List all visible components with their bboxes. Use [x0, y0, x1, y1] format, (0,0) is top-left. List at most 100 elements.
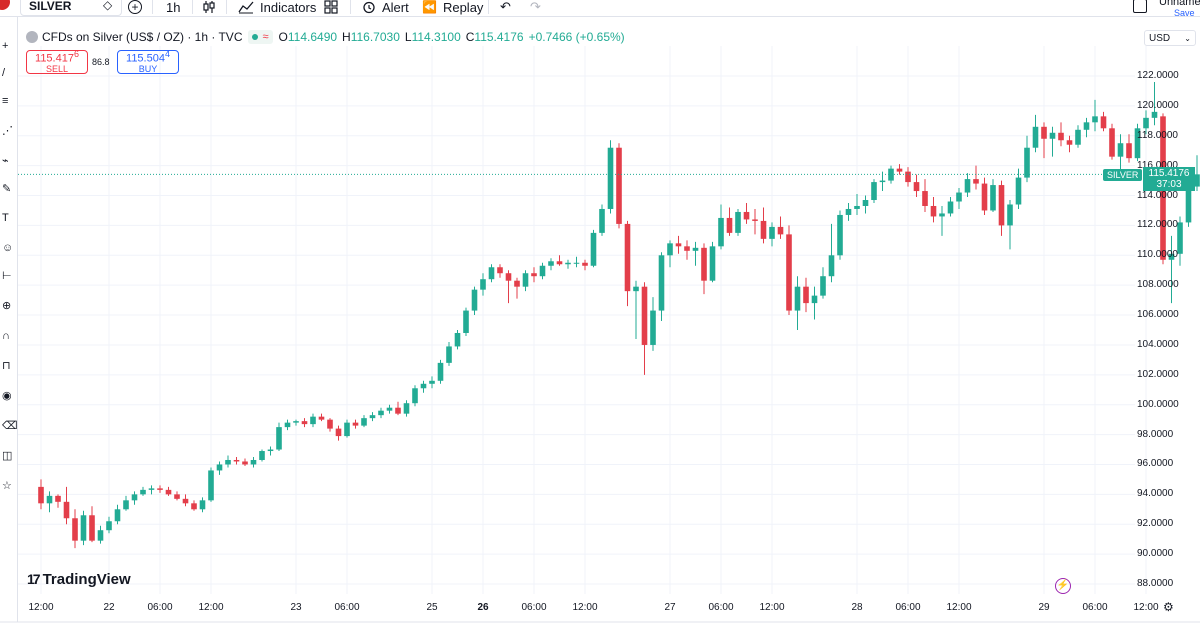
candle-up	[225, 459, 231, 465]
pattern-icon[interactable]: ⋰	[2, 125, 13, 137]
candle-up	[599, 208, 605, 233]
replay-label: Replay	[442, 0, 484, 15]
candle-down	[616, 147, 622, 224]
candle-up	[1032, 126, 1039, 148]
divider	[226, 0, 227, 14]
layout-name[interactable]: Unnamed	[1159, 0, 1200, 8]
candle-down	[301, 421, 308, 425]
indicators-label: Indicators	[260, 0, 317, 15]
candle-down	[684, 246, 690, 251]
gear-icon[interactable]: ⚙	[1163, 600, 1174, 614]
candle-down	[531, 273, 537, 277]
time-tick-label: 22	[103, 602, 115, 613]
symbol-search-button[interactable]: SILVER ◇	[20, 0, 122, 16]
candle-up	[947, 201, 954, 214]
brush-icon[interactable]: ✎	[2, 183, 12, 195]
candle-up	[259, 451, 265, 460]
currency-label: USD	[1149, 32, 1171, 44]
projection-icon[interactable]: ⌁	[2, 155, 9, 167]
chart-type-button[interactable]	[202, 0, 216, 16]
ruler-icon[interactable]: ⊢	[2, 270, 12, 282]
alert-button[interactable]: Alert	[362, 0, 409, 16]
candle-down	[191, 503, 197, 510]
rewind-icon: ⏪	[422, 0, 437, 14]
candle-down	[352, 422, 359, 426]
candle-down	[89, 515, 95, 541]
price-tick-label: 122.0000	[1137, 70, 1179, 81]
text-icon[interactable]: T	[2, 212, 9, 224]
fib-icon[interactable]: ≡	[2, 95, 9, 107]
lightning-icon[interactable]: ⚡	[1055, 578, 1071, 594]
candle-down	[395, 407, 401, 414]
candle-up	[1168, 253, 1175, 260]
price-tick-label: 116.0000	[1137, 159, 1178, 171]
indicators-button[interactable]: Indicators	[238, 0, 316, 16]
candle-down	[233, 459, 240, 462]
candle-up	[80, 515, 87, 541]
compare-button[interactable]: +	[128, 0, 142, 16]
time-tick-label: 06:00	[334, 602, 360, 613]
time-tick-label: 12:00	[1133, 602, 1159, 613]
candle-up	[811, 295, 818, 304]
candle-down	[624, 223, 631, 292]
tradingview-logo[interactable]: 17 TradingView	[27, 570, 131, 588]
save-button[interactable]: Save	[1174, 8, 1195, 18]
layers-icon[interactable]: ◫	[2, 450, 13, 462]
replay-button[interactable]: ⏪ Replay	[422, 0, 483, 16]
candle-down	[327, 419, 333, 429]
currency-select[interactable]: USD ⌄	[1144, 30, 1196, 46]
price-tick-label: 96.0000	[1137, 458, 1174, 470]
candle-up	[1143, 117, 1149, 129]
templates-button[interactable]	[324, 0, 338, 16]
price-tick-label: 94.0000	[1137, 488, 1174, 500]
candle-down	[786, 234, 792, 311]
sell-button[interactable]: 115.4176 SELL	[26, 48, 88, 74]
layout-checkbox[interactable]	[1133, 0, 1147, 13]
drawing-toolbar: + / ≡ ⋰ ⌁ ✎ T ☺ ⊢ ⊕ ∩ ⊓ ◉ ⌫ ◫ ☆	[0, 17, 18, 622]
diamond-icon[interactable]: ◇	[103, 0, 113, 12]
zoom-icon[interactable]: ⊕	[2, 300, 12, 312]
market-status-badge[interactable]: ≈	[248, 30, 273, 44]
low-label: L	[404, 30, 412, 44]
time-tick-label: 23	[290, 602, 302, 613]
candle-up	[284, 422, 291, 428]
time-tick-label: 06:00	[895, 602, 921, 613]
candle-up	[480, 279, 486, 290]
candle-down	[726, 217, 733, 233]
magnet-icon[interactable]: ∩	[2, 330, 10, 342]
candle-down	[182, 498, 189, 504]
trend-line-icon[interactable]: /	[2, 67, 6, 79]
candle-up	[403, 403, 410, 414]
alarm-clock-icon	[363, 1, 375, 14]
candle-down	[55, 495, 61, 502]
buy-button[interactable]: 115.5044 BUY	[117, 49, 179, 74]
time-tick-label: 12:00	[946, 602, 972, 613]
time-tick-label: 06:00	[708, 602, 734, 613]
candle-up	[990, 185, 996, 211]
star-icon[interactable]: ☆	[2, 480, 12, 492]
indicators-icon	[238, 1, 254, 14]
sell-price: 115.4176	[35, 48, 79, 65]
candle-up	[1151, 111, 1158, 118]
eye-icon[interactable]: ◉	[2, 390, 12, 402]
interval-button[interactable]: 1h	[166, 0, 180, 16]
time-tick-label: 06:00	[1082, 602, 1108, 613]
lock-icon[interactable]: ⊓	[2, 360, 11, 372]
price-tick-label: 114.0000	[1137, 189, 1178, 201]
redo-button[interactable]: ↷	[530, 0, 541, 16]
candle-up	[837, 214, 843, 256]
avatar[interactable]	[0, 0, 10, 10]
brand-name: TradingView	[42, 570, 131, 588]
candle-up	[1177, 222, 1183, 254]
tv-logo-icon: 17	[27, 571, 41, 587]
candle-down	[1066, 140, 1073, 145]
emoji-icon[interactable]: ☺	[2, 242, 14, 254]
crosshair-icon[interactable]: +	[2, 40, 9, 52]
chevron-down-icon: ⌄	[1184, 33, 1191, 43]
price-tick-label: 104.0000	[1137, 338, 1179, 350]
undo-button[interactable]: ↶	[500, 0, 511, 16]
change-value: +0.7466 (+0.65%)	[528, 30, 625, 44]
candle-down	[497, 267, 503, 274]
price-tick-label: 110.0000	[1137, 249, 1178, 261]
